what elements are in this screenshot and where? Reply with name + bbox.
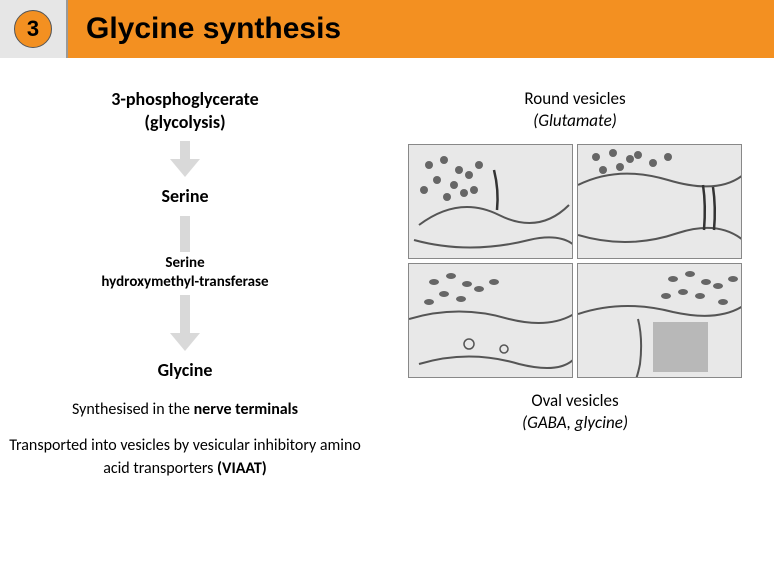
micrograph-column: Round vesicles (Glutamate) xyxy=(400,88,750,434)
slide-number-circle: 3 xyxy=(14,10,52,48)
pathway-step-3: Glycine xyxy=(0,359,370,382)
enzyme-line2: hydroxymethyl-transferase xyxy=(101,273,268,291)
arrow-down-icon xyxy=(170,295,200,351)
pathway-step-1: 3-phosphoglycerate (glycolysis) xyxy=(0,88,370,133)
arrow-down-icon xyxy=(170,141,200,177)
step2: Serine xyxy=(161,185,208,207)
content-area: 3-phosphoglycerate (glycolysis) Serine S… xyxy=(0,58,774,88)
micrograph-image xyxy=(577,144,742,259)
micrograph-image xyxy=(408,144,573,259)
enzyme-line1: Serine xyxy=(165,254,204,272)
pathway-column: 3-phosphoglycerate (glycolysis) Serine S… xyxy=(0,88,370,480)
top-caption: Round vesicles (Glutamate) xyxy=(400,88,750,132)
enzyme-label: Serine hydroxymethyl-transferase xyxy=(0,254,370,293)
top-caption-line2: (Glutamate) xyxy=(533,110,617,131)
top-caption-line1: Round vesicles xyxy=(524,88,625,109)
slide-number: 3 xyxy=(27,16,39,42)
arrow-down-icon xyxy=(170,216,200,252)
micrograph-image xyxy=(408,263,573,378)
micrograph-grid xyxy=(408,144,742,378)
step3: Glycine xyxy=(158,359,213,381)
step1-line1: 3-phosphoglycerate xyxy=(111,88,258,110)
micrograph-image xyxy=(577,263,742,378)
step1-line2: (glycolysis) xyxy=(144,111,225,133)
bottom-caption-line2: (GABA, glycine) xyxy=(522,412,628,433)
slide-header: 3 Glycine synthesis xyxy=(0,0,774,58)
pathway-step-2: Serine xyxy=(0,185,370,208)
slide-title-box: Glycine synthesis xyxy=(66,0,774,58)
note2-bold: (VIAAT) xyxy=(217,459,267,478)
note2-pre: Transported into vesicles by vesicular i… xyxy=(9,436,361,477)
bottom-caption: Oval vesicles (GABA, glycine) xyxy=(400,390,750,434)
note1-pre: Synthesised in the xyxy=(72,400,194,419)
note1-bold: nerve terminals xyxy=(194,400,298,419)
note-1: Synthesised in the nerve terminals xyxy=(0,399,370,421)
number-box: 3 xyxy=(0,0,66,58)
bottom-caption-line1: Oval vesicles xyxy=(531,390,618,411)
slide-title: Glycine synthesis xyxy=(86,12,341,46)
note-2: Transported into vesicles by vesicular i… xyxy=(0,435,370,480)
